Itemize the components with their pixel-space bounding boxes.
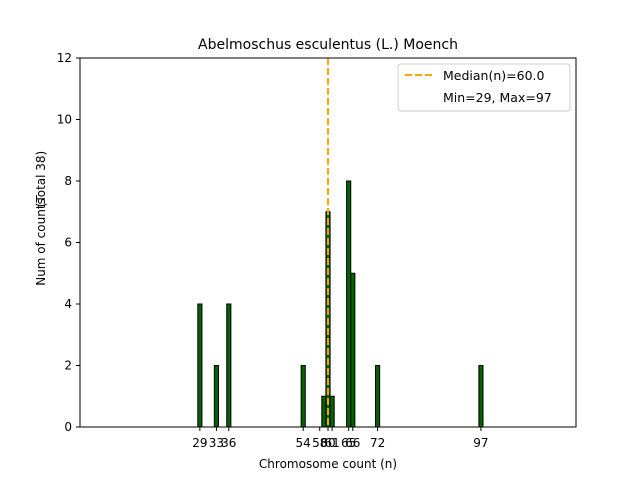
bar-66 bbox=[350, 272, 356, 428]
legend: Median(n)=60.0 Min=29, Max=97 bbox=[397, 63, 571, 112]
chart-title: Abelmoschus esculentus (L.) Moench bbox=[198, 37, 458, 53]
bar-54 bbox=[300, 365, 306, 428]
x-tick-label-36: 36 bbox=[221, 436, 236, 450]
x-tick-label-72: 72 bbox=[370, 436, 385, 450]
bar-29 bbox=[197, 303, 203, 428]
y-axis-total-label: (Total 38) bbox=[34, 151, 48, 207]
y-axis: 0 2 4 6 8 10 12 bbox=[57, 51, 80, 434]
y-tick-label-2: 2 bbox=[64, 359, 72, 373]
x-tick-label-54: 54 bbox=[296, 436, 311, 450]
x-tick-label-58: 58 bbox=[312, 436, 327, 450]
bar-59 bbox=[321, 395, 327, 428]
y-tick-label-10: 10 bbox=[57, 113, 72, 127]
legend-median-label: Median(n)=60.0 bbox=[443, 68, 544, 83]
x-tick-label-60: 60 bbox=[320, 436, 335, 450]
x-tick-label-66: 66 bbox=[345, 436, 360, 450]
bar-36 bbox=[226, 303, 232, 428]
y-tick-label-6: 6 bbox=[64, 236, 72, 250]
y-tick-label-12: 12 bbox=[57, 51, 72, 65]
bar-97 bbox=[478, 365, 484, 428]
x-tick-label-65: 65 bbox=[341, 436, 356, 450]
x-tick-label-29: 29 bbox=[192, 436, 207, 450]
x-tick-label-61: 61 bbox=[324, 436, 339, 450]
y-tick-label-8: 8 bbox=[64, 174, 72, 188]
y-tick-label-4: 4 bbox=[64, 297, 72, 311]
x-tick-label-33: 33 bbox=[209, 436, 224, 450]
bar-72 bbox=[375, 365, 381, 428]
legend-range-label: Min=29, Max=97 bbox=[443, 90, 552, 105]
x-tick-label-97: 97 bbox=[473, 436, 488, 450]
legend-box bbox=[397, 63, 571, 112]
y-axis-label: Num of counts bbox=[34, 198, 48, 286]
x-axis-label: Chromosome count (n) bbox=[259, 457, 397, 471]
bar-33 bbox=[213, 365, 219, 428]
bar-65 bbox=[346, 180, 352, 428]
bar-61 bbox=[329, 395, 335, 428]
y-tick-label-0: 0 bbox=[64, 420, 72, 434]
